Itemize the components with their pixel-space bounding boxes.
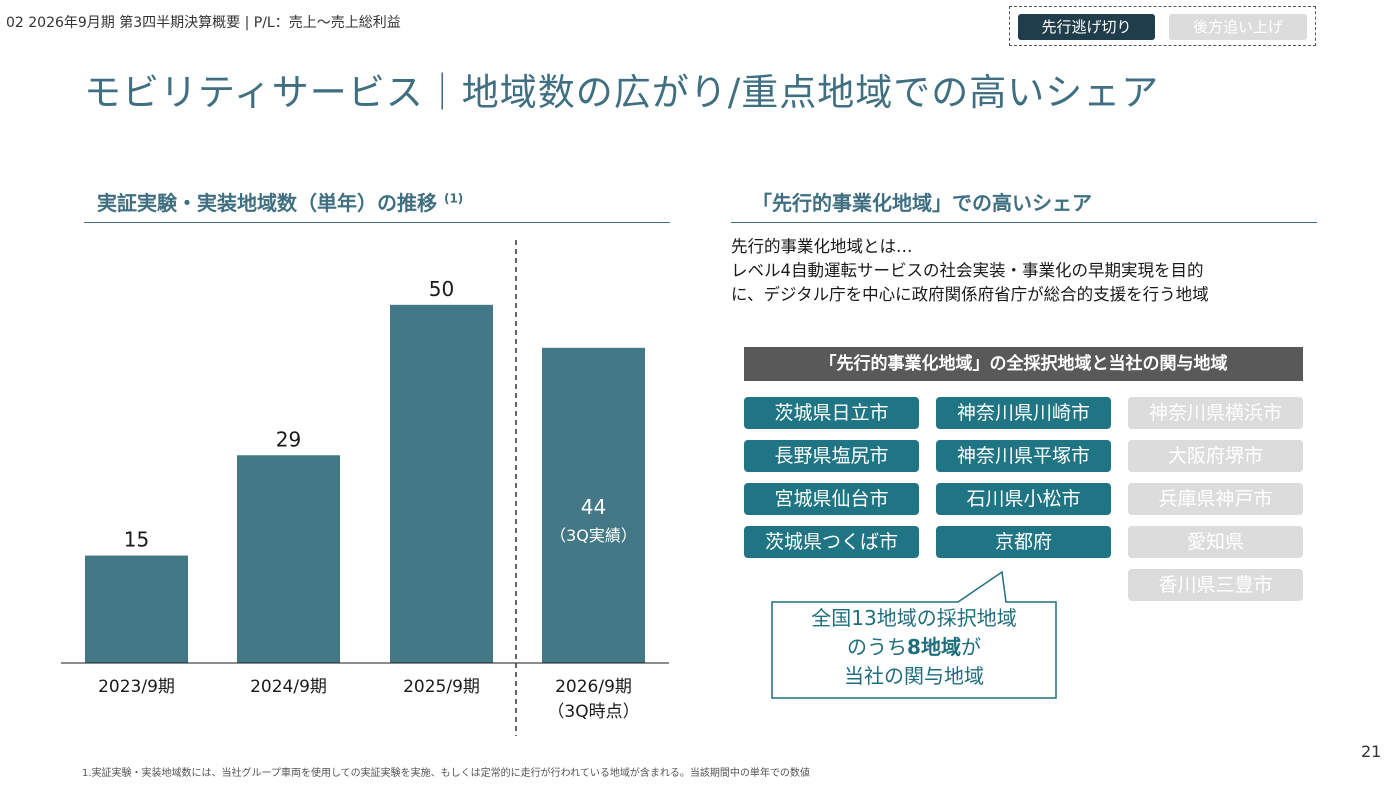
bar-chart: 15 2023/9期 29 2024/9期 50 2025/9期 44 （3Q実績） 2026/…	[61, 240, 669, 736]
region-chip-involved: 石川県小松市	[936, 483, 1111, 515]
bar	[85, 555, 188, 663]
region-chip-other: 愛知県	[1128, 526, 1303, 558]
description: 先行的事業化地域とは… レベル4自動運転サービスの社会実装・事業化の早期実現を目…	[731, 235, 1311, 307]
bar-value-sublabel: （3Q実績）	[550, 526, 637, 545]
region-table-header: 「先行的事業化地域」の全採択地域と当社の関与地域	[744, 347, 1303, 381]
view-toggle: 先行逃げ切り 後方追い上げ	[1009, 6, 1316, 46]
page-number: 21	[1361, 742, 1382, 761]
bar-value-label: 15	[124, 528, 149, 552]
bar	[542, 347, 645, 663]
chart-heading: 実証実験・実装地域数（単年）の推移 (1)	[97, 187, 463, 216]
x-tick-label: 2026/9期	[555, 677, 632, 697]
toggle-lead-button[interactable]: 先行逃げ切り	[1018, 14, 1155, 40]
footnote-marker: 1.	[82, 768, 92, 779]
callout-line: 全国13地域の採択地域	[811, 606, 1017, 630]
callout-line: のうち8地域が	[772, 633, 1056, 662]
region-chip-involved: 神奈川県川崎市	[936, 397, 1111, 429]
x-tick-label: 2023/9期	[98, 677, 175, 697]
x-tick-label: 2025/9期	[403, 677, 480, 697]
region-chip-involved: 茨城県つくば市	[744, 526, 919, 558]
callout-line: 当社の関与地域	[844, 664, 984, 688]
share-heading: 「先行的事業化地域」での高いシェア	[752, 191, 1092, 215]
callout-line-part: のうち	[847, 635, 908, 659]
description-line: レベル4自動運転サービスの社会実装・事業化の早期実現を目的	[731, 261, 1204, 280]
page-title: モビリティサービス｜地域数の広がり/重点地域での高いシェア	[84, 71, 1160, 114]
bar-value-label: 50	[429, 277, 454, 301]
chart-heading-text: 実証実験・実装地域数（単年）の推移	[97, 191, 437, 215]
share-heading-rule	[731, 222, 1317, 223]
bar-value-label: 29	[276, 427, 301, 451]
breadcrumb: 02 2026年9月期 第3四半期決算概要 | P/L：売上〜売上総利益	[6, 15, 401, 31]
footnote-text: 実証実験・実装地域数には、当社グループ車両を使用しての実証実験を実施、もしくは定…	[91, 768, 810, 779]
bar	[390, 304, 493, 663]
callout-highlight: 8地域	[907, 635, 961, 659]
region-chip-involved: 神奈川県平塚市	[936, 440, 1111, 472]
toggle-chase-button[interactable]: 後方追い上げ	[1169, 14, 1307, 40]
callout-text: 全国13地域の採択地域 のうち8地域が 当社の関与地域	[772, 604, 1056, 691]
chart-heading-note: (1)	[443, 191, 464, 206]
footnote: 1.実証実験・実装地域数には、当社グループ車両を使用しての実証実験を実施、もしく…	[82, 764, 810, 779]
region-chip-other: 兵庫県神戸市	[1128, 483, 1303, 515]
bar-value-label: 44	[581, 495, 606, 519]
description-line: 先行的事業化地域とは…	[731, 237, 913, 256]
region-chip-other: 香川県三豊市	[1128, 569, 1303, 601]
x-tick-sublabel: （3Q時点）	[547, 702, 639, 722]
region-chip-involved: 長野県塩尻市	[744, 440, 919, 472]
x-tick-label: 2024/9期	[250, 677, 327, 697]
callout-bubble	[771, 570, 1057, 699]
region-chip-involved: 茨城県日立市	[744, 397, 919, 429]
region-chip-other: 神奈川県横浜市	[1128, 397, 1303, 429]
description-line: に、デジタル庁を中心に政府関係府省庁が総合的支援を行う地域	[731, 285, 1209, 304]
chart-heading-rule	[84, 222, 670, 223]
bar	[237, 455, 340, 663]
region-chip-involved: 宮城県仙台市	[744, 483, 919, 515]
region-chip-other: 大阪府堺市	[1128, 440, 1303, 472]
callout-line-part: が	[960, 635, 981, 659]
region-chip-involved: 京都府	[936, 526, 1111, 558]
